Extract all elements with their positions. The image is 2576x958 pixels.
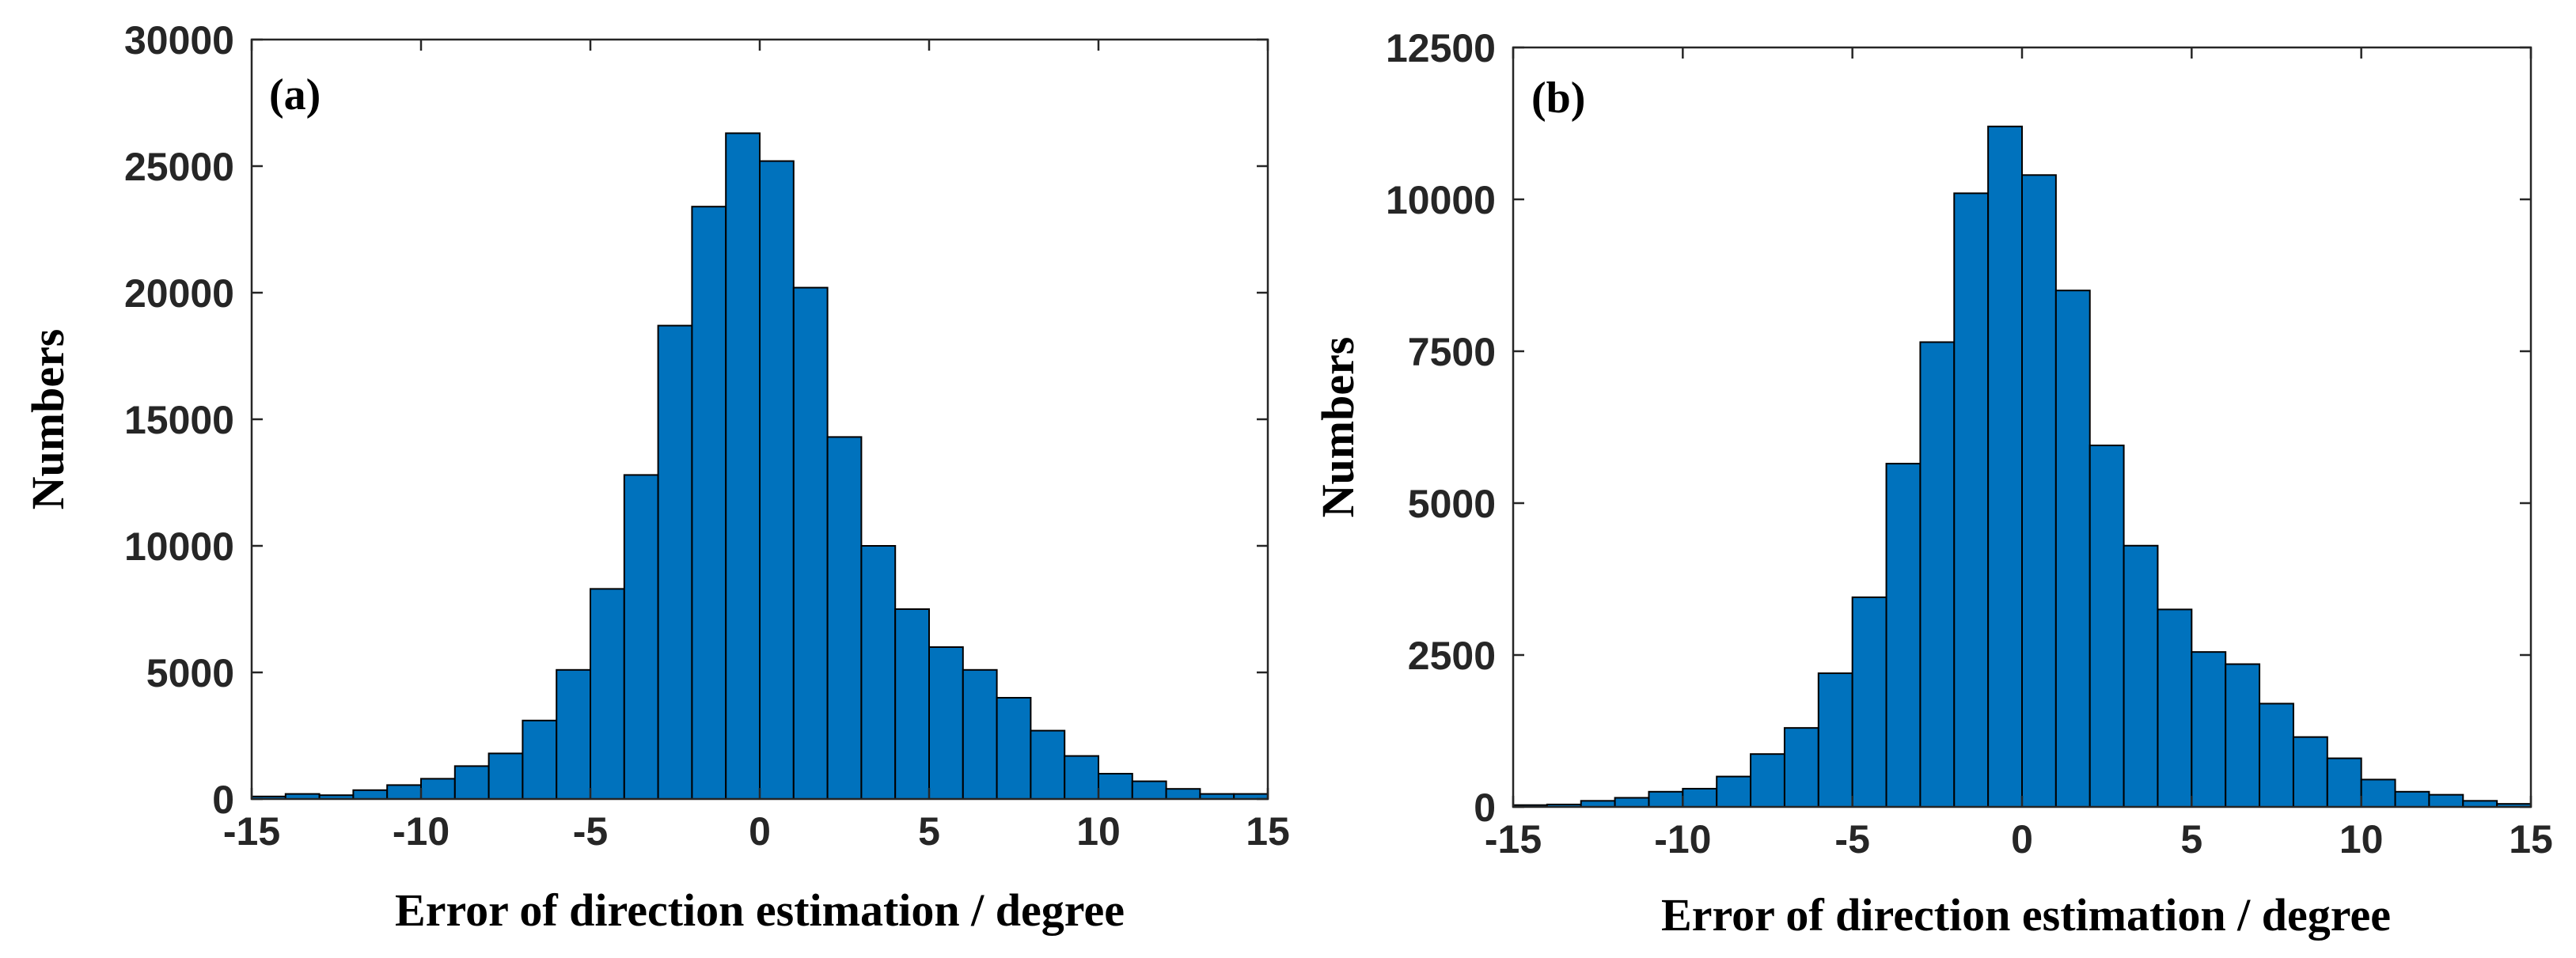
histogram-bar-a [488,752,524,801]
histogram-bar-a [1064,755,1099,800]
y-tick-label-a: 15000 [124,398,234,442]
ticks-a: -15 -10 -5 0 5 10 15 0 5000 10000 15000 20000 25000 3… [124,18,1290,854]
histogram-bar-b [1783,727,1819,808]
y-tick-label-b: 5000 [1408,482,1496,526]
x-tick-label-a: -15 [223,809,280,854]
histogram-bar-b [1987,125,2023,808]
y-tick-label-a: 10000 [124,524,234,569]
y-axis-title-a: Numbers [22,329,74,510]
x-tick-label-a: -10 [393,809,450,854]
x-tick-label-b: 5 [2180,817,2202,861]
y-tick-label-a: 5000 [146,651,234,695]
histogram-bar-b [2326,757,2362,808]
y-axis-title-b: Numbers [1312,337,1364,518]
histogram-panel-b: -15 -10 -5 0 5 10 15 0 2500 5000 7500 10000 12500 (b… [1312,26,2553,941]
histogram-bar-b [2394,790,2430,808]
y-tick-label-b: 12500 [1386,26,1496,70]
y-tick-label-b: 10000 [1386,178,1496,222]
histogram-bar-b [1919,341,1956,808]
y-tick-label-a: 25000 [124,145,234,189]
histogram-bar-b [2292,736,2328,808]
histogram-bar-a [386,784,423,801]
bars-a [251,132,1269,801]
histogram-bar-a [420,778,456,801]
histogram-bar-b [1885,463,1922,808]
x-axis-title-b: Error of direction estimation / degree [1661,889,2391,941]
histogram-bar-b [1817,672,1853,808]
ticks-b: -15 -10 -5 0 5 10 15 0 2500 5000 7500 10000 12500 [1386,26,2553,861]
histogram-bar-b [1716,775,1752,808]
histogram-bar-a [453,765,490,801]
histogram-bar-a [725,132,761,800]
histogram-bar-b [2360,778,2396,808]
histogram-bar-a [352,789,389,800]
histogram-bar-a [522,719,558,800]
histogram-bar-a [691,206,727,800]
histogram-bar-b [1750,753,1785,808]
x-tick-label-b: 0 [2011,817,2033,861]
histogram-bar-a [1030,729,1066,800]
histogram-bar-b [2021,174,2057,808]
histogram-bar-a [792,286,829,801]
histogram-bar-b [2428,793,2464,808]
histogram-bar-b [2054,290,2091,808]
histogram-bar-a [1165,788,1201,801]
x-tick-label-a: 0 [749,809,771,854]
histogram-bar-b [1682,787,1718,808]
histogram-bar-a [928,646,964,800]
x-axis-title-a: Error of direction estimation / degree [395,884,1125,936]
histogram-bar-a [556,668,592,800]
histogram-bar-a [759,160,795,801]
histogram-bar-a [996,697,1032,800]
histogram-bar-b [2088,445,2125,808]
x-tick-label-b: -15 [1485,817,1542,861]
histogram-bar-a [894,608,930,800]
panel-label-b: (b) [1531,74,1585,123]
histogram-bar-a [1098,773,1133,800]
histogram-bar-a [962,668,998,800]
x-tick-label-a: 5 [918,809,940,854]
y-tick-label-b: 2500 [1408,634,1496,678]
x-tick-label-a: 15 [1246,809,1290,854]
bars-b [1512,125,2532,808]
x-tick-label-a: -5 [573,809,608,854]
histogram-bar-b [2225,663,2261,808]
histogram-panel-a: -15 -10 -5 0 5 10 15 0 5000 10000 15000 20000 25000 3… [22,18,1290,936]
histogram-bar-a [590,588,625,801]
x-tick-label-b: 15 [2509,817,2553,861]
y-tick-label-a: 0 [212,778,234,822]
x-tick-label-b: -5 [1834,817,1869,861]
histogram-bar-a [623,474,659,801]
x-tick-label-b: -10 [1654,817,1711,861]
panel-label-a: (a) [269,70,321,119]
histogram-bar-b [2191,651,2227,808]
histogram-bar-b [1953,192,1990,808]
histogram-bar-b [1851,596,1887,808]
histogram-bar-b [1614,797,1650,808]
x-tick-label-b: 10 [2339,817,2384,861]
y-tick-label-a: 20000 [124,271,234,316]
histogram-bar-a [657,324,693,801]
histogram-bar-b [2157,608,2193,808]
y-tick-label-b: 0 [1474,786,1496,830]
histogram-bar-a [860,545,897,800]
y-tick-label-b: 7500 [1408,330,1496,374]
histogram-bar-a [1131,780,1167,800]
histogram-bar-b [2259,702,2294,808]
histogram-bar-a [826,436,863,801]
histogram-bar-b [1648,790,1684,808]
x-tick-label-a: 10 [1076,809,1121,854]
y-tick-label-a: 30000 [124,18,234,62]
histogram-bar-b [2123,544,2159,808]
